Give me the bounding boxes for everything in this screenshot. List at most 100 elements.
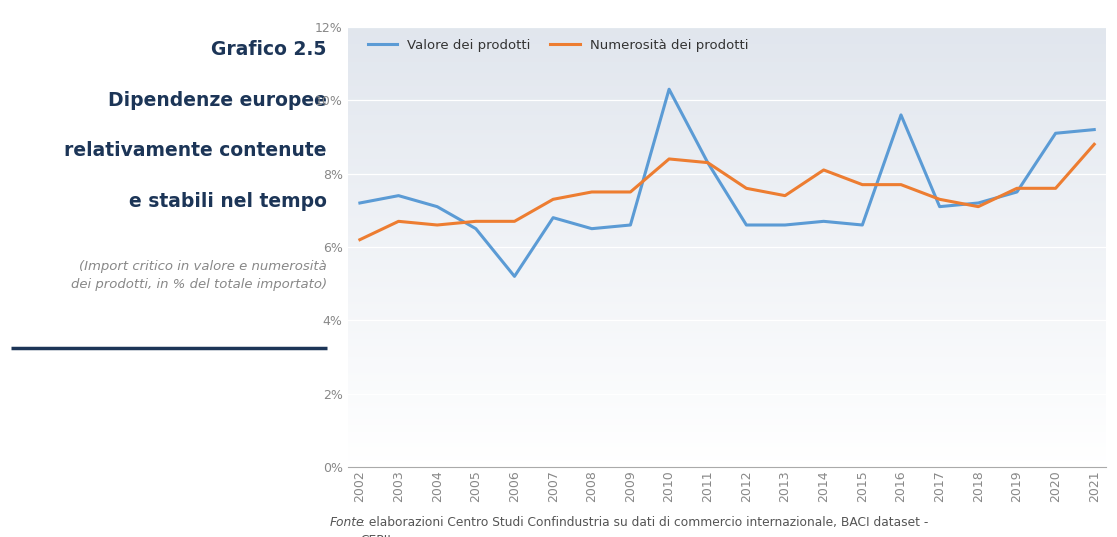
Bar — [349, 419, 1106, 421]
Bar — [349, 249, 1106, 251]
Bar — [349, 187, 1106, 190]
Bar — [349, 177, 1106, 179]
Numerosità dei prodotti — [392, 218, 405, 224]
Text: e stabili nel tempo: e stabili nel tempo — [128, 192, 327, 211]
Bar — [349, 344, 1106, 346]
Bar — [349, 49, 1106, 51]
Bar — [349, 29, 1106, 31]
Bar — [349, 346, 1106, 349]
Bar — [349, 403, 1106, 405]
Bar — [349, 317, 1106, 320]
Text: : elaborazioni Centro Studi Confindustria su dati di commercio internazionale, B: : elaborazioni Centro Studi Confindustri… — [361, 516, 928, 537]
Bar — [349, 304, 1106, 307]
Bar — [349, 104, 1106, 106]
Bar — [349, 38, 1106, 40]
Bar — [349, 157, 1106, 159]
Bar — [349, 64, 1106, 67]
Valore dei prodotti — [623, 222, 637, 228]
Bar — [349, 71, 1106, 73]
Bar — [349, 390, 1106, 393]
Bar — [349, 40, 1106, 42]
Bar — [349, 289, 1106, 291]
Bar — [349, 280, 1106, 282]
Bar — [349, 170, 1106, 172]
Bar — [349, 425, 1106, 427]
Bar — [349, 386, 1106, 388]
Bar — [349, 84, 1106, 86]
Bar — [349, 47, 1106, 49]
Text: Fonte: Fonte — [330, 516, 364, 528]
Bar — [349, 408, 1106, 410]
Bar — [349, 427, 1106, 430]
Bar — [349, 113, 1106, 115]
Bar — [349, 229, 1106, 231]
Bar — [349, 106, 1106, 108]
Bar — [349, 33, 1106, 35]
Bar — [349, 375, 1106, 377]
Bar — [349, 405, 1106, 408]
Bar — [349, 434, 1106, 437]
Bar — [349, 285, 1106, 287]
Numerosità dei prodotti — [353, 236, 366, 243]
Bar — [349, 69, 1106, 71]
Bar — [349, 355, 1106, 357]
Bar — [349, 331, 1106, 333]
Bar — [349, 172, 1106, 175]
Valore dei prodotti — [972, 200, 985, 206]
Bar — [349, 371, 1106, 373]
Bar — [349, 324, 1106, 326]
Line: Numerosità dei prodotti: Numerosità dei prodotti — [360, 144, 1095, 240]
Bar — [349, 465, 1106, 467]
Numerosità dei prodotti — [972, 204, 985, 210]
Bar — [349, 201, 1106, 203]
Bar — [349, 291, 1106, 293]
Bar — [349, 35, 1106, 38]
Bar — [349, 73, 1106, 75]
Bar — [349, 77, 1106, 79]
Bar — [349, 273, 1106, 275]
Valore dei prodotti — [701, 159, 715, 166]
Bar — [349, 256, 1106, 258]
Numerosità dei prodotti — [856, 182, 869, 188]
Bar — [349, 368, 1106, 371]
Bar — [349, 197, 1106, 199]
Valore dei prodotti — [392, 192, 405, 199]
Bar — [349, 207, 1106, 209]
Bar — [349, 295, 1106, 297]
Bar — [349, 225, 1106, 227]
Bar — [349, 181, 1106, 183]
Valore dei prodotti — [1049, 130, 1062, 136]
Bar — [349, 190, 1106, 192]
Valore dei prodotti — [895, 112, 908, 118]
Bar — [349, 459, 1106, 461]
Bar — [349, 150, 1106, 153]
Bar — [349, 258, 1106, 260]
Bar — [349, 253, 1106, 256]
Bar — [349, 287, 1106, 289]
Bar — [349, 27, 1106, 29]
Bar — [349, 179, 1106, 181]
Bar — [349, 452, 1106, 454]
Bar — [349, 437, 1106, 439]
Bar — [349, 351, 1106, 353]
Bar — [349, 148, 1106, 150]
Bar — [349, 57, 1106, 60]
Valore dei prodotti — [585, 226, 599, 232]
Bar — [349, 62, 1106, 64]
Bar — [349, 302, 1106, 304]
Bar — [349, 165, 1106, 168]
Valore dei prodotti — [469, 226, 483, 232]
Bar — [349, 141, 1106, 143]
Bar — [349, 243, 1106, 245]
Bar — [349, 441, 1106, 443]
Bar — [349, 463, 1106, 465]
Bar — [349, 399, 1106, 401]
Bar — [349, 79, 1106, 82]
Valore dei prodotti — [353, 200, 366, 206]
Bar — [349, 86, 1106, 89]
Valore dei prodotti — [1010, 189, 1023, 195]
Bar — [349, 130, 1106, 133]
Bar — [349, 364, 1106, 366]
Numerosità dei prodotti — [933, 196, 946, 202]
Bar — [349, 421, 1106, 423]
